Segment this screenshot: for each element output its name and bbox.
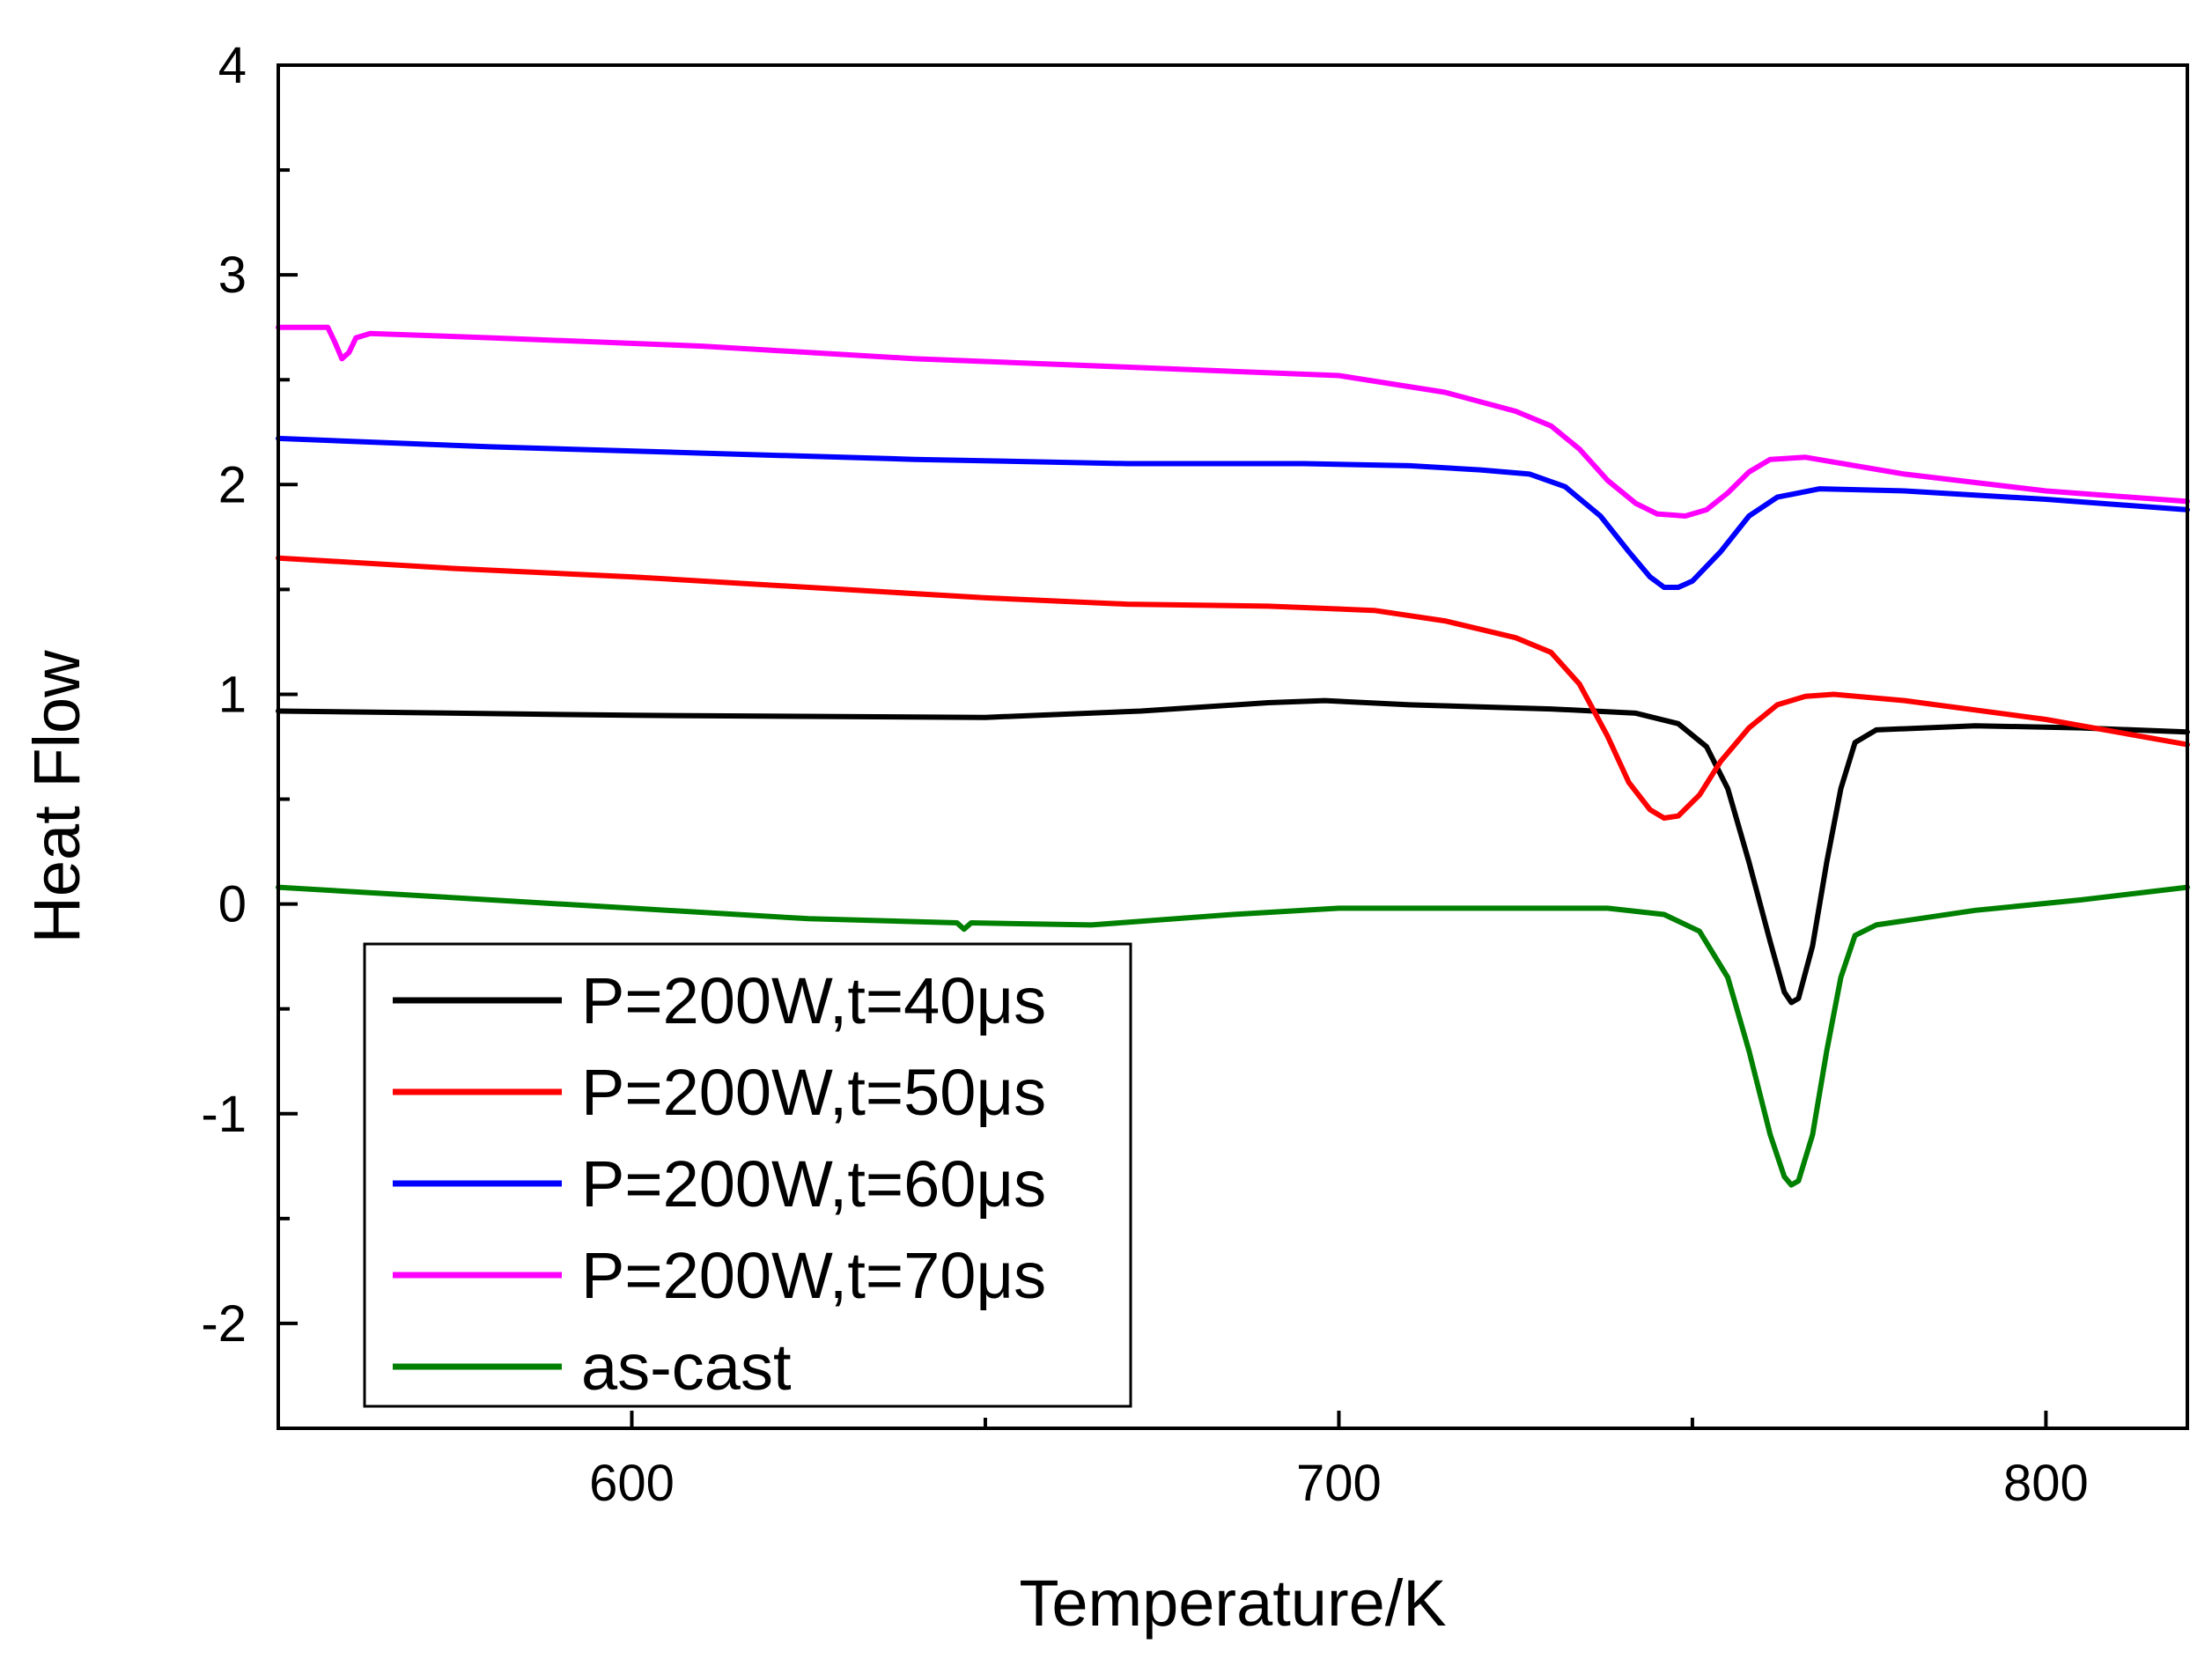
y-axis-title: Heat Flow [20,650,93,944]
plot-frame [276,63,2189,1430]
series-line-5 [276,884,2190,1188]
legend-label-1: P=200W,t=40μs [581,964,1046,1037]
legend: P=200W,t=40μs P=200W,t=50μs P=200W,t=60μs P… [363,942,1132,1408]
x-tick-label: 700 [1296,1455,1382,1512]
legend-label-5: as-cast [581,1331,792,1404]
y-tick-label: 4 [218,37,247,94]
y-tick-label: 0 [218,876,247,933]
y-axis: -2 -1 0 1 2 3 4 [201,37,298,1430]
series-line-3 [276,435,2190,590]
y-tick-label: 3 [218,247,247,304]
y-tick-label: -2 [201,1295,247,1353]
y-tick-label: 2 [218,456,247,513]
x-axis: 600 700 800 [276,1411,2089,1512]
x-axis-title: Temperature/K [1019,1567,1446,1640]
series-line-4 [276,324,2190,519]
legend-box [363,942,1132,1408]
x-tick-label: 800 [2003,1455,2089,1512]
y-tick-label: -1 [201,1086,247,1143]
legend-label-2: P=200W,t=50μs [581,1056,1046,1129]
legend-label-4: P=200W,t=70μs [581,1239,1046,1312]
x-tick-label: 600 [589,1455,675,1512]
series-layer [276,324,2190,1188]
series-line-1 [276,697,2190,1006]
series-line-2 [276,555,2190,821]
legend-label-3: P=200W,t=60μs [581,1147,1046,1220]
y-tick-label: 1 [218,666,247,723]
